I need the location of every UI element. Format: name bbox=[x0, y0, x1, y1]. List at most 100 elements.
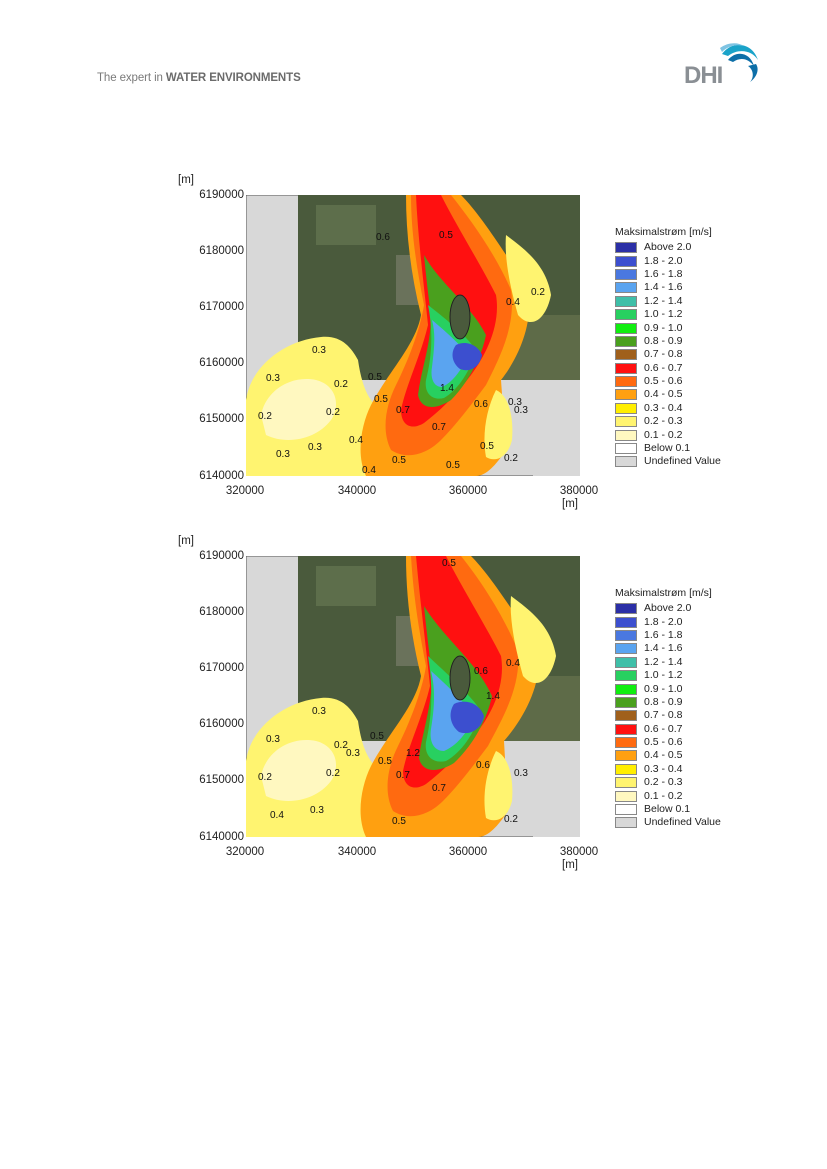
legend-entry: 1.0 - 1.2 bbox=[615, 669, 721, 682]
contour-label: 0.6 bbox=[474, 666, 488, 677]
contour-label: 0.3 bbox=[346, 748, 360, 759]
y-axis-unit: [m] bbox=[178, 535, 194, 547]
contour-label: 1.2 bbox=[406, 748, 420, 759]
legend-label: 0.5 - 0.6 bbox=[644, 736, 683, 749]
legend-label: Above 2.0 bbox=[644, 241, 692, 254]
legend-swatch bbox=[615, 242, 637, 254]
y-tick: 6190000 bbox=[199, 550, 244, 562]
legend-swatch bbox=[615, 817, 637, 829]
contour-label: 0.5 bbox=[374, 394, 388, 405]
legend-items: Above 2.0 1.8 - 2.0 1.6 - 1.8 1.4 - 1.6 1.2 … bbox=[615, 602, 721, 830]
legend-entry: 0.9 - 1.0 bbox=[615, 321, 721, 334]
contour-label: 0.6 bbox=[376, 232, 390, 243]
contour-label: 0.3 bbox=[312, 706, 326, 717]
contour-label: 0.4 bbox=[506, 658, 520, 669]
contour-label: 0.3 bbox=[308, 442, 322, 453]
contour-label: 0.7 bbox=[396, 405, 410, 416]
legend-swatch bbox=[615, 683, 637, 695]
legend: Maksimalstrøm [m/s] Above 2.0 1.8 - 2.0 1.… bbox=[615, 226, 721, 469]
legend-label: 0.9 - 1.0 bbox=[644, 321, 683, 334]
legend-entry: Undefined Value bbox=[615, 816, 721, 829]
y-tick: 6190000 bbox=[199, 189, 244, 201]
dhi-logo: DHI bbox=[684, 40, 762, 90]
legend-label: 1.4 - 1.6 bbox=[644, 642, 683, 655]
legend-entry: 1.6 - 1.8 bbox=[615, 268, 721, 281]
x-tick: 380000 bbox=[559, 846, 599, 858]
contour-label: 0.3 bbox=[514, 405, 528, 416]
contour-label: 0.2 bbox=[258, 772, 272, 783]
legend-entry: Below 0.1 bbox=[615, 803, 721, 816]
legend-swatch bbox=[615, 777, 637, 789]
legend-label: 0.6 - 0.7 bbox=[644, 361, 683, 374]
legend-swatch bbox=[615, 362, 637, 374]
legend-title: Maksimalstrøm [m/s] bbox=[615, 587, 712, 599]
contour-label: 0.4 bbox=[362, 465, 376, 476]
y-tick: 6170000 bbox=[199, 662, 244, 674]
legend-entry: Below 0.1 bbox=[615, 442, 721, 455]
legend-label: 1.2 - 1.4 bbox=[644, 655, 683, 668]
legend-swatch bbox=[615, 790, 637, 802]
legend-entry: 0.1 - 0.2 bbox=[615, 789, 721, 802]
x-axis-unit: [m] bbox=[562, 859, 578, 871]
x-axis-unit: [m] bbox=[562, 498, 578, 510]
x-tick: 380000 bbox=[559, 485, 599, 497]
legend-entry: 1.2 - 1.4 bbox=[615, 656, 721, 669]
legend-label: Below 0.1 bbox=[644, 442, 691, 455]
y-tick: 6180000 bbox=[199, 245, 244, 257]
header-tagline: The expert in WATER ENVIRONMENTS bbox=[97, 72, 301, 84]
legend-label: 0.2 - 0.3 bbox=[644, 776, 683, 789]
x-tick: 340000 bbox=[337, 485, 377, 497]
contour-label: 0.3 bbox=[514, 768, 528, 779]
contour-label: 0.5 bbox=[378, 756, 392, 767]
contour-label: 0.7 bbox=[396, 770, 410, 781]
legend-entry: 1.8 - 2.0 bbox=[615, 615, 721, 628]
y-tick: 6160000 bbox=[199, 718, 244, 730]
legend-entry: Undefined Value bbox=[615, 455, 721, 468]
current-map-figure-2: [m] 6190000 6180000 6170000 6160000 6150… bbox=[170, 531, 735, 871]
legend-swatch bbox=[615, 670, 637, 682]
y-tick: 6160000 bbox=[199, 357, 244, 369]
legend-swatch bbox=[615, 656, 637, 668]
legend-swatch bbox=[615, 750, 637, 762]
y-tick: 6140000 bbox=[199, 470, 244, 482]
legend-entry: Above 2.0 bbox=[615, 241, 721, 254]
legend-label: 0.4 - 0.5 bbox=[644, 749, 683, 762]
legend-label: 1.2 - 1.4 bbox=[644, 294, 683, 307]
contour-label: 0.5 bbox=[446, 460, 460, 471]
y-tick: 6140000 bbox=[199, 831, 244, 843]
wave-logo-icon bbox=[720, 43, 758, 82]
legend-label: 0.8 - 0.9 bbox=[644, 695, 683, 708]
legend-label: 0.3 - 0.4 bbox=[644, 401, 683, 414]
legend-entry: 0.4 - 0.5 bbox=[615, 749, 721, 762]
legend-entry: 0.9 - 1.0 bbox=[615, 682, 721, 695]
y-axis-unit: [m] bbox=[178, 174, 194, 186]
legend-label: 1.0 - 1.2 bbox=[644, 308, 683, 321]
legend-label: 1.4 - 1.6 bbox=[644, 281, 683, 294]
legend-label: 0.2 - 0.3 bbox=[644, 415, 683, 428]
legend-label: 0.1 - 0.2 bbox=[644, 789, 683, 802]
y-tick: 6180000 bbox=[199, 606, 244, 618]
legend-entry: 0.5 - 0.6 bbox=[615, 375, 721, 388]
legend-swatch bbox=[615, 389, 637, 401]
legend-label: 0.8 - 0.9 bbox=[644, 334, 683, 347]
legend-swatch bbox=[615, 309, 637, 321]
legend-swatch bbox=[615, 376, 637, 388]
contour-label: 0.5 bbox=[480, 441, 494, 452]
legend-items: Above 2.0 1.8 - 2.0 1.6 - 1.8 1.4 - 1.6 1.2 … bbox=[615, 241, 721, 469]
contour-label: 0.7 bbox=[432, 422, 446, 433]
legend-entry: 1.6 - 1.8 bbox=[615, 629, 721, 642]
legend-entry: 0.7 - 0.8 bbox=[615, 709, 721, 722]
legend-swatch bbox=[615, 295, 637, 307]
legend-entry: 0.6 - 0.7 bbox=[615, 362, 721, 375]
contour-label: 0.2 bbox=[504, 814, 518, 825]
legend-swatch bbox=[615, 402, 637, 414]
legend-swatch bbox=[615, 723, 637, 735]
x-tick: 360000 bbox=[448, 846, 488, 858]
legend-entry: 0.5 - 0.6 bbox=[615, 736, 721, 749]
contour-label: 0.5 bbox=[368, 372, 382, 383]
contour-label: 0.3 bbox=[266, 373, 280, 384]
x-tick: 360000 bbox=[448, 485, 488, 497]
legend-swatch bbox=[615, 737, 637, 749]
current-speed-map: 0.3 0.2 0.3 0.2 0.2 0.3 0.4 0.5 0.3 0.5 … bbox=[246, 556, 580, 837]
contour-label: 0.2 bbox=[531, 287, 545, 298]
